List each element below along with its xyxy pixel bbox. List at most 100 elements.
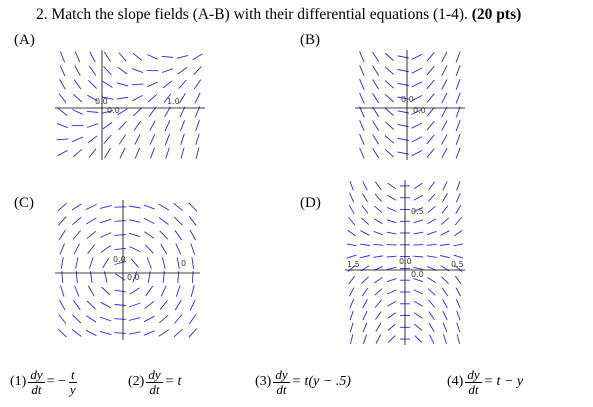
slope-segment — [72, 314, 82, 324]
slope-segment — [441, 65, 448, 76]
slope-segment — [159, 230, 169, 240]
slope-segment — [143, 217, 155, 225]
slope-segment — [426, 93, 435, 103]
slope-segment — [158, 329, 169, 337]
slope-segment — [454, 217, 462, 226]
slope-segment — [71, 203, 82, 211]
slope-segment — [143, 315, 155, 323]
slope-segment — [147, 54, 158, 60]
slope-segment — [85, 204, 97, 210]
slope-segment — [100, 218, 112, 224]
equation-rhs-prefix-1: = − — [46, 374, 66, 390]
slope-segment — [387, 335, 396, 343]
slope-segment — [359, 92, 365, 104]
slope-segment — [427, 205, 436, 214]
slope-segment — [414, 335, 423, 343]
slope-segment — [118, 52, 127, 62]
slope-segment — [158, 217, 169, 225]
tick-label-b-2: 0.0 — [413, 106, 426, 115]
slope-segment — [60, 285, 65, 297]
slope-segment — [428, 311, 435, 320]
problem-number: 2. — [36, 6, 48, 23]
slope-segment — [348, 217, 356, 226]
panel-label-d: (D) — [300, 195, 321, 211]
equation-rhs-3: = t(y − .5) — [291, 374, 351, 390]
slope-segment — [360, 230, 370, 236]
slope-segment — [455, 51, 461, 63]
slope-segment — [144, 244, 154, 254]
slope-segment — [57, 202, 67, 212]
slope-segment — [441, 205, 449, 214]
slope-segment — [362, 334, 368, 344]
slope-segment — [454, 229, 463, 237]
slope-segment — [455, 92, 461, 104]
slope-field-a: 0.0 1.0 0.0 — [55, 50, 205, 160]
slope-segment — [116, 82, 129, 87]
slope-segment — [387, 312, 396, 319]
slope-segment — [428, 322, 435, 332]
slope-segment — [413, 255, 424, 258]
slope-segment — [179, 120, 186, 132]
slope-segment — [101, 96, 114, 100]
equation-1: (1) dy dt = − t y — [10, 368, 80, 396]
slope-segment — [149, 133, 156, 145]
slope-segment — [102, 257, 110, 269]
slope-segment — [455, 275, 462, 285]
tick-label-a-2: 1.0 — [167, 97, 180, 106]
equation-rhs-4: = t − y — [483, 374, 524, 390]
slope-segment — [362, 193, 368, 203]
slope-segment — [373, 218, 383, 225]
slope-segment — [100, 316, 112, 322]
slope-segment — [87, 135, 98, 144]
slope-segment — [426, 65, 435, 76]
slope-segment — [455, 133, 461, 145]
slope-segment — [150, 147, 155, 159]
slope-segment — [456, 322, 461, 333]
slope-segment — [115, 273, 126, 281]
slope-segment — [129, 287, 140, 295]
slope-segment — [384, 121, 395, 130]
slope-segment — [375, 311, 382, 320]
slope-segment — [59, 51, 66, 63]
problem-points: (20 pts) — [471, 6, 522, 23]
slope-segment — [361, 287, 369, 297]
slope-segment — [441, 92, 448, 104]
slope-segment — [177, 66, 188, 75]
slope-segment — [88, 65, 97, 76]
slope-segment — [100, 301, 112, 309]
slope-segment — [116, 96, 129, 100]
slope-segment — [346, 254, 357, 259]
slope-segment — [387, 194, 397, 201]
slope-segment — [191, 257, 195, 269]
slope-segment — [359, 147, 365, 159]
slope-segment — [72, 136, 83, 143]
slope-segment — [362, 310, 368, 321]
slope-segment — [180, 147, 185, 159]
slope-segment — [188, 216, 197, 226]
slope-field-b: 0.0 0.0 — [355, 50, 465, 160]
slope-segment — [386, 255, 397, 258]
slope-segment — [86, 230, 97, 240]
slope-segment — [88, 257, 94, 269]
slope-segment — [144, 300, 155, 310]
slope-segment — [384, 148, 395, 158]
slope-segment — [426, 134, 435, 145]
slope-segment — [86, 123, 99, 128]
tick-label-d-5: 0.0 — [411, 270, 424, 279]
tick-label-a-1: 0.0 — [95, 97, 108, 106]
slope-segment — [131, 83, 144, 86]
tick-label-a-3: 0.0 — [107, 106, 120, 115]
tick-label-b-1: 0.0 — [401, 95, 414, 104]
slope-segment — [101, 286, 111, 296]
slope-segment — [72, 93, 83, 103]
slope-segment — [384, 80, 395, 89]
slope-segment — [455, 193, 461, 203]
slope-segment — [59, 243, 65, 255]
slope-segment — [86, 110, 99, 113]
slope-segment — [442, 334, 448, 344]
slope-segment — [441, 106, 448, 118]
slope-segment — [161, 55, 174, 58]
slope-segment — [173, 202, 184, 212]
slope-segment — [441, 51, 448, 63]
slope-segment — [413, 300, 423, 307]
